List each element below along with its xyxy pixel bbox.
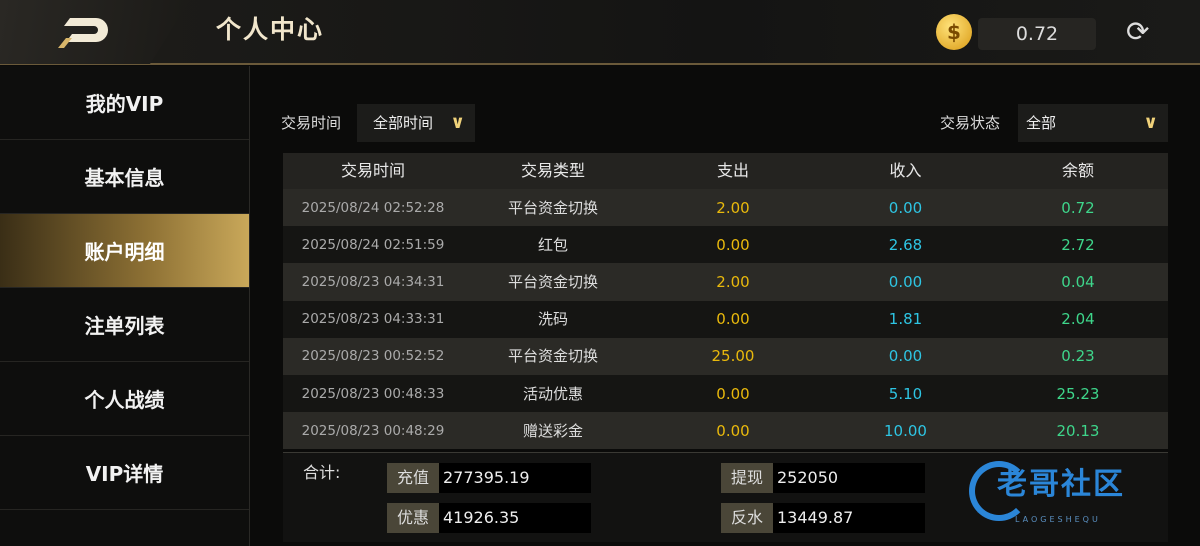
chevron-down-icon: ∨ (1143, 112, 1158, 133)
table-row: 2025/08/24 02:52:28 平台资金切换 2.00 0.00 0.72 (283, 189, 1168, 227)
cell-time: 2025/08/23 04:33:31 (301, 311, 445, 328)
sidebar: 我的VIP 基本信息 账户明细 注单列表 个人战绩 VIP详情 (0, 66, 250, 546)
watermark-subtext: LAOGESHEQU (1015, 515, 1101, 524)
cell-type: 洗码 (537, 310, 568, 329)
cell-income: 0.00 (888, 347, 923, 366)
table-row: 2025/08/23 00:48:33 活动优惠 0.00 5.10 25.23 (283, 374, 1168, 413)
cell-balance: 2.04 (1061, 310, 1095, 329)
refresh-icon[interactable]: ⟳ (1126, 15, 1150, 48)
column-header: 收入 (889, 161, 922, 180)
cell-income: 10.00 (884, 421, 927, 440)
withdraw-label: 提现 (721, 463, 773, 493)
header: 个人中心 $ 0.72 ⟳ (0, 0, 1200, 65)
cell-income: 2.68 (888, 235, 923, 254)
cell-income: 1.81 (888, 310, 923, 329)
balance-display: 0.72 (978, 18, 1096, 50)
cell-type: 平台资金切换 (507, 198, 598, 217)
cell-type: 红包 (537, 235, 568, 254)
recharge-label: 充值 (387, 463, 439, 493)
cell-balance: 25.23 (1056, 384, 1100, 403)
cell-type: 平台资金切换 (507, 347, 598, 366)
page-title: 个人中心 (216, 15, 325, 44)
status-filter-select[interactable]: 全部 ∨ (1018, 104, 1168, 142)
table-row: 2025/08/23 00:48:29 赠送彩金 0.00 10.00 20.13 (283, 412, 1168, 450)
bonus-label: 优惠 (387, 503, 439, 533)
back-icon (58, 18, 108, 48)
rebate-label: 反水 (721, 503, 773, 533)
cell-expense: 0.00 (716, 384, 750, 403)
table-row: 2025/08/23 04:34:31 平台资金切换 2.00 0.00 0.04 (283, 263, 1168, 301)
sidebar-item-vip-details[interactable]: VIP详情 (0, 436, 249, 510)
recharge-total: 充值 277395.19 (387, 463, 591, 493)
cell-time: 2025/08/23 00:52:52 (301, 348, 445, 365)
status-filter-value: 全部 (1026, 114, 1057, 132)
cell-type: 赠送彩金 (522, 421, 583, 440)
cell-income: 0.00 (888, 272, 923, 291)
cell-expense: 0.00 (716, 421, 750, 440)
cell-balance: 0.72 (1061, 198, 1095, 217)
cell-time: 2025/08/24 02:52:28 (301, 199, 445, 216)
withdraw-total: 提现 252050 (721, 463, 925, 493)
sidebar-item-basic-info[interactable]: 基本信息 (0, 140, 249, 214)
sidebar-item-account-details[interactable]: 账户明细 (0, 214, 249, 288)
cell-balance: 20.13 (1056, 421, 1100, 440)
cell-time: 2025/08/23 00:48:29 (301, 422, 445, 439)
cell-balance: 0.23 (1061, 347, 1095, 366)
column-header: 支出 (716, 161, 749, 180)
table-row: 2025/08/23 04:33:31 洗码 0.00 1.81 2.04 (283, 300, 1168, 338)
column-header: 余额 (1061, 161, 1094, 180)
cell-income: 5.10 (888, 384, 923, 403)
time-filter-value: 全部时间 (373, 114, 434, 132)
cell-expense: 0.00 (716, 235, 750, 254)
cell-time: 2025/08/24 02:51:59 (301, 236, 445, 253)
rebate-value: 13449.87 (773, 503, 925, 533)
cell-expense: 0.00 (716, 310, 750, 329)
cell-expense: 25.00 (711, 347, 755, 366)
cell-time: 2025/08/23 00:48:33 (301, 385, 445, 402)
cell-balance: 0.04 (1061, 272, 1095, 291)
time-filter-label: 交易时间 (281, 114, 342, 132)
sidebar-item-personal-record[interactable]: 个人战绩 (0, 362, 249, 436)
column-header: 交易时间 (340, 161, 405, 180)
chevron-down-icon: ∨ (450, 112, 465, 133)
sidebar-item-my-vip[interactable]: 我的VIP (0, 66, 249, 140)
cell-expense: 2.00 (716, 272, 750, 291)
watermark-text: 老哥社区 (997, 467, 1125, 502)
table-row: 2025/08/24 02:51:59 红包 0.00 2.68 2.72 (283, 226, 1168, 264)
sidebar-item-bet-list[interactable]: 注单列表 (0, 288, 249, 362)
cell-time: 2025/08/23 04:34:31 (301, 273, 445, 290)
column-header: 交易类型 (520, 161, 585, 180)
rebate-total: 反水 13449.87 (721, 503, 925, 533)
summary-label: 合计: (303, 463, 341, 482)
table-row: 2025/08/23 00:52:52 平台资金切换 25.00 0.00 0.23 (283, 337, 1168, 375)
cell-balance: 2.72 (1061, 235, 1095, 254)
bonus-value: 41926.35 (439, 503, 591, 533)
bonus-total: 优惠 41926.35 (387, 503, 591, 533)
withdraw-value: 252050 (773, 463, 925, 493)
recharge-value: 277395.19 (439, 463, 591, 493)
back-button[interactable] (0, 0, 190, 64)
status-filter-label: 交易状态 (940, 114, 1001, 132)
watermark-logo: 老哥社区 LAOGESHEQU (965, 455, 1185, 535)
transactions-table: 交易时间 交易类型 支出 收入 余额 2025/08/24 02:52:28 平台… (283, 153, 1168, 450)
dragon-ring-icon (969, 461, 1029, 521)
time-filter-select[interactable]: 全部时间 ∨ (357, 104, 475, 142)
cell-type: 活动优惠 (522, 384, 583, 403)
cell-expense: 2.00 (716, 198, 750, 217)
table-header: 交易时间 交易类型 支出 收入 余额 (283, 153, 1168, 189)
coin-icon: $ (936, 14, 972, 50)
cell-income: 0.00 (888, 198, 923, 217)
cell-type: 平台资金切换 (507, 272, 598, 291)
